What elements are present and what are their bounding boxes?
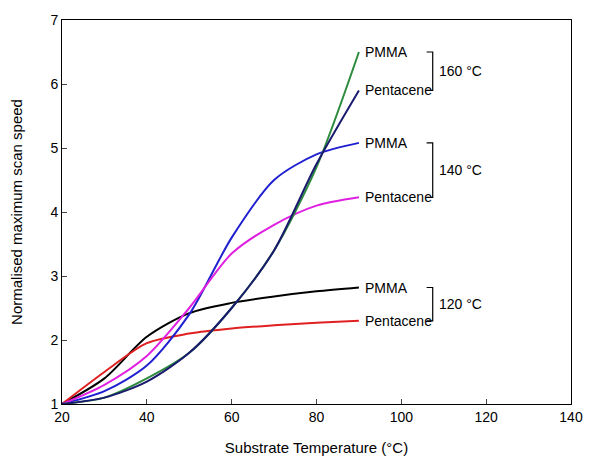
svg-text:Pentacene: Pentacene [365,313,432,329]
svg-text:100: 100 [390,409,414,425]
svg-text:Substrate Temperature (°C): Substrate Temperature (°C) [225,439,408,456]
svg-text:1: 1 [50,396,58,412]
svg-text:60: 60 [224,409,240,425]
svg-text:160 °C: 160 °C [439,63,482,79]
svg-text:4: 4 [50,204,58,220]
svg-text:PMMA: PMMA [365,280,408,296]
svg-text:PMMA: PMMA [365,44,408,60]
svg-text:5: 5 [50,140,58,156]
svg-text:6: 6 [50,76,58,92]
svg-text:2: 2 [50,332,58,348]
svg-text:PMMA: PMMA [365,135,408,151]
svg-text:120: 120 [474,409,498,425]
svg-text:20: 20 [54,409,70,425]
svg-text:Normalised maximum scan speed: Normalised maximum scan speed [8,99,25,325]
svg-text:140: 140 [559,409,583,425]
svg-text:40: 40 [139,409,155,425]
svg-text:140 °C: 140 °C [439,162,482,178]
svg-text:3: 3 [50,268,58,284]
svg-text:80: 80 [309,409,325,425]
svg-text:120 °C: 120 °C [439,296,482,312]
svg-text:Pentacene: Pentacene [365,82,432,98]
svg-text:Pentacene: Pentacene [365,189,432,205]
svg-text:7: 7 [50,12,58,28]
